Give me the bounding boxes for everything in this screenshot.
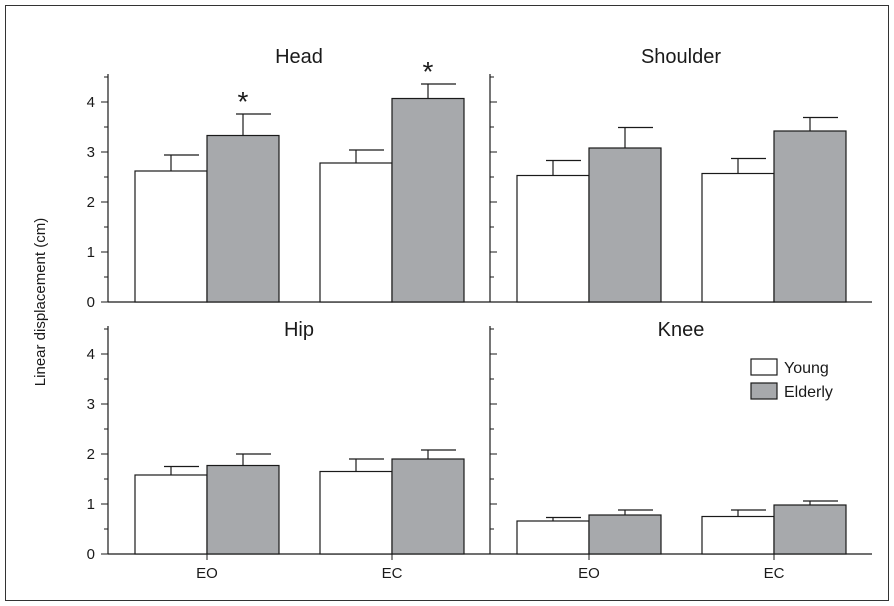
panel-shoulder: Shoulder (489, 46, 872, 303)
legend-swatch-young (750, 358, 778, 376)
legend-swatch-elderly (750, 382, 778, 400)
x-tick-label: EO (196, 565, 218, 582)
legend-label-elderly: Elderly (784, 384, 833, 401)
y-axis-label: Linear displacement (cm) (32, 218, 49, 386)
bar-young-ec (701, 172, 775, 303)
bar-elderly-eo (206, 464, 280, 555)
bar-elderly-eo (206, 134, 280, 303)
x-tick-label: EO (578, 565, 600, 582)
bar-elderly-ec (391, 458, 465, 555)
bar-young-ec (701, 515, 775, 555)
panel-hip: 0 1 2 3 4 Hip EO EC (87, 319, 490, 582)
panel-title: Knee (658, 319, 705, 341)
bar-young-eo (516, 174, 590, 303)
bar-young-ec (319, 162, 393, 303)
legend: Young Elderly (750, 358, 833, 401)
y-tick-label: 2 (87, 446, 95, 463)
panels: 0 1 2 3 4 Head * * Shoulder 0 1 2 3 4 Hip EO EC Knee EO EC (87, 46, 872, 582)
significance-marker: * (423, 56, 434, 87)
y-tick-label: 4 (87, 94, 95, 111)
legend-label-young: Young (784, 360, 829, 377)
bar-young-ec (319, 470, 393, 555)
y-tick-label: 4 (87, 346, 95, 363)
bar-young-eo (134, 474, 208, 555)
panel-title: Shoulder (641, 46, 721, 68)
panel-knee: Knee EO EC (489, 319, 872, 582)
bar-elderly-eo (588, 147, 662, 303)
significance-marker: * (238, 86, 249, 117)
y-tick-label: 1 (87, 496, 95, 513)
y-tick-label: 0 (87, 294, 95, 311)
bar-elderly-ec (391, 97, 465, 303)
x-tick-label: EC (382, 565, 403, 582)
y-tick-label: 2 (87, 194, 95, 211)
bar-elderly-ec (773, 504, 847, 555)
panel-title: Head (275, 46, 323, 68)
panel-title: Hip (284, 319, 314, 341)
y-tick-label: 3 (87, 396, 95, 413)
y-tick-label: 1 (87, 244, 95, 261)
panel-head: 0 1 2 3 4 Head * * (87, 46, 490, 311)
bar-young-eo (134, 170, 208, 303)
y-tick-label: 3 (87, 144, 95, 161)
x-tick-label: EC (764, 565, 785, 582)
bar-elderly-eo (588, 514, 662, 555)
bar-elderly-ec (773, 130, 847, 303)
bar-young-eo (516, 520, 590, 555)
y-tick-label: 0 (87, 546, 95, 563)
